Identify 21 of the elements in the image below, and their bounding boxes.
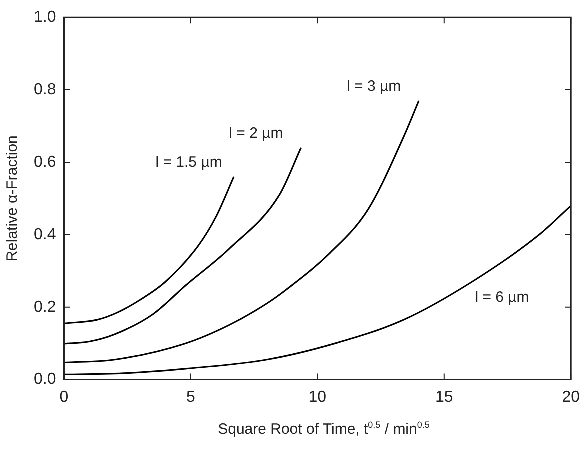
line-series <box>64 176 235 324</box>
x-tick-label: 20 <box>562 388 580 406</box>
x-tick-label: 5 <box>186 388 196 406</box>
series-label: l = 2 µm <box>229 125 284 142</box>
y-tick-label: 0.6 <box>34 154 56 171</box>
x-tick-label: 0 <box>60 388 69 406</box>
y-tick-label: 0.8 <box>34 81 56 98</box>
y-tick-label: 1.0 <box>34 9 56 26</box>
series-label: l = 1.5 µm <box>156 154 222 172</box>
line-series <box>64 147 302 345</box>
x-axis-title: Square Root of Time, t$^{0.5}$ / min$^{0.5}$ <box>217 420 431 438</box>
series-label: l = 3 µm <box>347 78 402 96</box>
y-tick-label: 0.2 <box>34 298 56 316</box>
x-tick-label: 15 <box>435 388 454 406</box>
y-tick-label: 0.4 <box>34 226 56 244</box>
x-tick-label: 10 <box>308 388 327 406</box>
series-label: l = 6 µm <box>475 289 530 306</box>
line-series <box>64 205 572 376</box>
y-tick-label: 0.0 <box>34 371 56 388</box>
line-series <box>64 100 420 364</box>
y-axis-title: Relative α-Fraction <box>4 136 22 262</box>
